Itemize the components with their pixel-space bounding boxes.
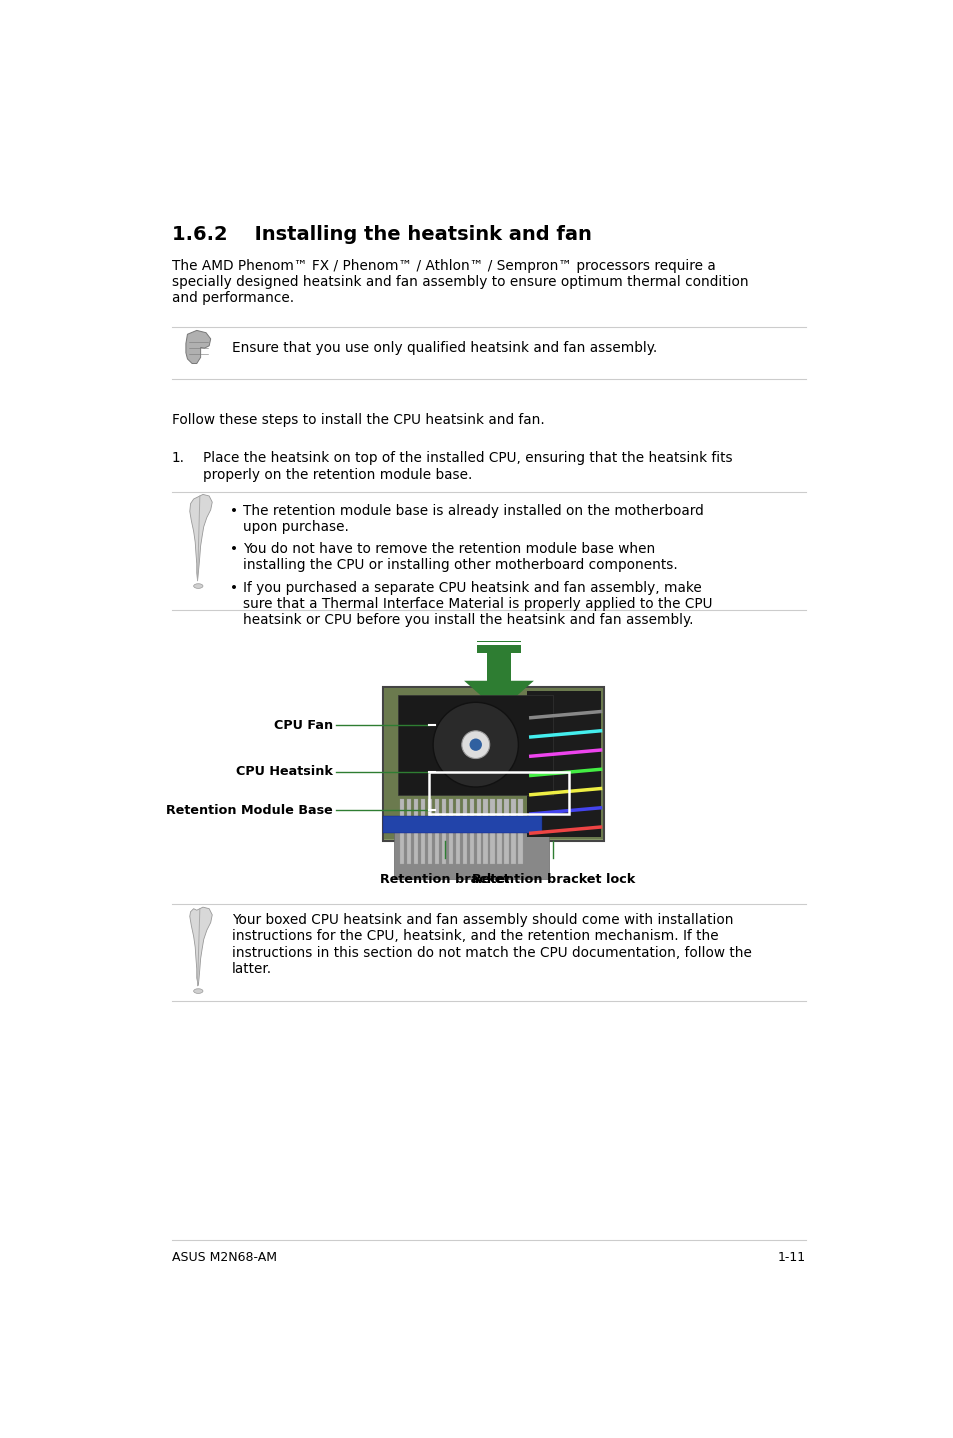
Text: CPU Fan: CPU Fan — [274, 719, 333, 732]
Text: CPU Heatsink: CPU Heatsink — [236, 765, 333, 778]
FancyBboxPatch shape — [490, 798, 495, 864]
Text: •: • — [230, 503, 238, 518]
Text: If you purchased a separate CPU heatsink and fan assembly, make
sure that a Ther: If you purchased a separate CPU heatsink… — [243, 581, 712, 627]
FancyBboxPatch shape — [414, 798, 418, 864]
FancyBboxPatch shape — [456, 798, 459, 864]
Polygon shape — [190, 495, 212, 581]
Text: Retention Module Base: Retention Module Base — [166, 804, 333, 817]
FancyBboxPatch shape — [469, 798, 474, 864]
FancyBboxPatch shape — [397, 695, 553, 795]
FancyBboxPatch shape — [427, 798, 432, 864]
FancyBboxPatch shape — [476, 643, 521, 646]
Circle shape — [461, 731, 489, 758]
FancyBboxPatch shape — [420, 798, 425, 864]
Circle shape — [469, 739, 481, 751]
Text: Retention bracket: Retention bracket — [379, 873, 509, 886]
Text: Retention bracket lock: Retention bracket lock — [471, 873, 634, 886]
FancyBboxPatch shape — [517, 798, 522, 864]
Text: •: • — [230, 581, 238, 595]
FancyBboxPatch shape — [384, 689, 602, 840]
FancyBboxPatch shape — [394, 830, 549, 880]
FancyBboxPatch shape — [487, 653, 510, 680]
Text: 1.: 1. — [172, 452, 185, 466]
Text: Ensure that you use only qualified heatsink and fan assembly.: Ensure that you use only qualified heats… — [232, 341, 657, 355]
Polygon shape — [186, 331, 211, 364]
Text: The AMD Phenom™ FX / Phenom™ / Athlon™ / Sempron™ processors require a
specially: The AMD Phenom™ FX / Phenom™ / Athlon™ /… — [172, 259, 748, 305]
FancyBboxPatch shape — [504, 798, 509, 864]
FancyBboxPatch shape — [476, 798, 480, 864]
Text: You do not have to remove the retention module base when
installing the CPU or i: You do not have to remove the retention … — [243, 542, 678, 572]
FancyBboxPatch shape — [526, 690, 599, 837]
Ellipse shape — [193, 584, 203, 588]
FancyBboxPatch shape — [497, 798, 501, 864]
FancyBboxPatch shape — [435, 798, 439, 864]
Text: Place the heatsink on top of the installed CPU, ensuring that the heatsink fits
: Place the heatsink on top of the install… — [203, 452, 732, 482]
Text: Your boxed CPU heatsink and fan assembly should come with installation
instructi: Your boxed CPU heatsink and fan assembly… — [232, 913, 751, 976]
Ellipse shape — [193, 989, 203, 994]
FancyBboxPatch shape — [406, 798, 411, 864]
FancyBboxPatch shape — [382, 817, 542, 833]
Text: ASUS M2N68-AM: ASUS M2N68-AM — [172, 1251, 276, 1264]
FancyBboxPatch shape — [476, 641, 521, 653]
FancyBboxPatch shape — [448, 798, 453, 864]
Text: 1-11: 1-11 — [777, 1251, 805, 1264]
Text: Follow these steps to install the CPU heatsink and fan.: Follow these steps to install the CPU he… — [172, 413, 544, 427]
Polygon shape — [464, 680, 534, 712]
FancyBboxPatch shape — [483, 798, 488, 864]
FancyBboxPatch shape — [399, 798, 404, 864]
Circle shape — [433, 702, 517, 787]
Polygon shape — [190, 907, 212, 985]
FancyBboxPatch shape — [462, 798, 467, 864]
FancyBboxPatch shape — [511, 798, 516, 864]
FancyBboxPatch shape — [441, 798, 446, 864]
Text: •: • — [230, 542, 238, 557]
Text: 1.6.2    Installing the heatsink and fan: 1.6.2 Installing the heatsink and fan — [172, 224, 591, 244]
Text: The retention module base is already installed on the motherboard
upon purchase.: The retention module base is already ins… — [243, 503, 703, 533]
FancyBboxPatch shape — [382, 687, 604, 841]
